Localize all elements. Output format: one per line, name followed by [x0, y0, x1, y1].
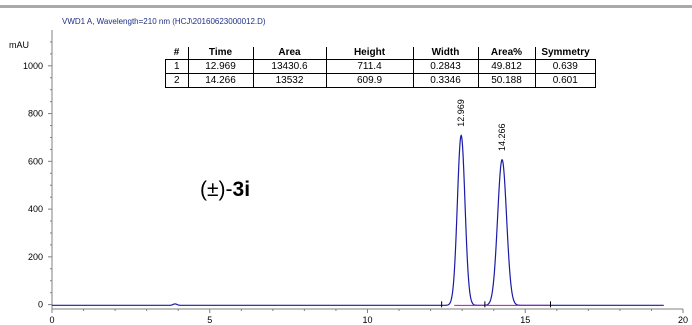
window-top-border — [0, 0, 692, 8]
cell-height: 609.9 — [325, 73, 414, 88]
y-tick-label: 200 — [28, 252, 43, 262]
compound-label: (±)-3i — [200, 178, 250, 202]
peak-label: 12.969 — [456, 99, 466, 127]
col-area-header: Area — [252, 47, 326, 60]
y-axis-unit-label: mAU — [9, 40, 29, 50]
peak-label: 14.266 — [497, 123, 507, 151]
cell-height: 711.4 — [325, 59, 414, 74]
cell-area-pct: 50.188 — [477, 73, 536, 88]
cell-number: 2 — [165, 73, 189, 88]
y-tick-label: 0 — [38, 300, 43, 310]
cell-area-pct: 49.812 — [477, 59, 536, 74]
cell-number: 1 — [165, 59, 189, 74]
y-tick-label: 600 — [28, 156, 43, 166]
col-height-header: Height — [325, 47, 413, 60]
x-tick-label: 0 — [49, 315, 54, 325]
y-tick-label: 800 — [28, 109, 43, 119]
cell-symmetry: 0.639 — [534, 59, 596, 74]
signal-trace — [52, 134, 664, 306]
cell-symmetry: 0.601 — [534, 73, 596, 88]
cell-area: 13430.6 — [252, 59, 327, 74]
x-tick-label: 20 — [678, 315, 688, 325]
cell-time: 12.969 — [187, 59, 254, 74]
x-tick-label: 15 — [520, 315, 530, 325]
cell-area: 13532 — [252, 73, 327, 88]
y-tick-label: 1000 — [23, 61, 43, 71]
col-width-header: Width — [412, 47, 478, 60]
x-tick-label: 10 — [362, 315, 372, 325]
cell-width: 0.2843 — [412, 59, 479, 74]
table-row: 2 14.266 13532 609.9 0.3346 50.188 0.601 — [165, 73, 596, 88]
peak-table: # Time Area Height Width Area% Symmetry … — [165, 47, 596, 88]
compound-prefix: (±)- — [200, 178, 233, 201]
x-tick-label: 5 — [207, 315, 212, 325]
cell-width: 0.3346 — [412, 73, 479, 88]
table-row: 1 12.969 13430.6 711.4 0.2843 49.812 0.6… — [165, 59, 596, 74]
col-symmetry-header: Symmetry — [534, 47, 596, 60]
col-number-header: # — [173, 47, 180, 58]
col-area-pct-header: Area% — [477, 47, 535, 60]
col-time-header: Time — [187, 47, 253, 60]
signal-title: VWD1 A, Wavelength=210 nm (HCJ\201606230… — [62, 17, 266, 26]
compound-id: 3i — [232, 178, 251, 201]
y-tick-label: 400 — [28, 204, 43, 214]
cell-time: 14.266 — [187, 73, 254, 88]
peak-table-header-row: # Time Area Height Width Area% Symmetry — [165, 47, 596, 60]
